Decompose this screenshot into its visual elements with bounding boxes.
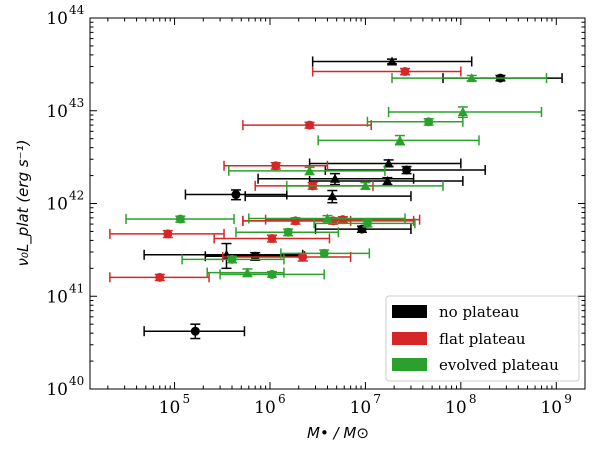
- circle-marker: [283, 227, 293, 237]
- data-point: [242, 120, 372, 131]
- data-point: [109, 272, 210, 283]
- y-tick-label-exponent: 44: [69, 3, 85, 17]
- series-evolved-plateau: [125, 73, 548, 280]
- x-tick-label: 10: [445, 398, 467, 418]
- y-tick-label: 10: [46, 195, 68, 215]
- x-tick-label-exponent: 7: [373, 392, 381, 406]
- circle-marker: [271, 161, 281, 171]
- data-point: [248, 213, 406, 224]
- x-tick-label: 10: [159, 398, 181, 418]
- data-point: [184, 189, 288, 201]
- data-point: [308, 175, 464, 186]
- data-point: [311, 56, 473, 67]
- x-tick-labels: 10 5 10 6 10 7 10 8 10 9: [159, 392, 572, 418]
- x-tick-label: 10: [350, 398, 372, 418]
- legend-frame: [385, 295, 580, 382]
- x-tick-label: 10: [254, 398, 276, 418]
- triangle-marker: [322, 213, 333, 223]
- y-axis-label: ν₀L_plat (erg s⁻¹): [14, 140, 33, 267]
- legend-swatch-flat-plateau: [392, 332, 427, 345]
- series-no-plateau: [143, 56, 563, 340]
- minor-ticks: [90, 18, 586, 389]
- circle-marker: [400, 66, 410, 76]
- circle-marker: [227, 254, 237, 264]
- data-point: [109, 228, 225, 239]
- circle-marker: [305, 120, 315, 130]
- data-point: [125, 214, 235, 225]
- y-tick-label-exponent: 40: [69, 374, 84, 388]
- triangle-marker: [394, 135, 405, 145]
- data-point: [235, 227, 340, 238]
- triangle-marker: [457, 106, 468, 116]
- x-tick-label-exponent: 6: [278, 392, 286, 406]
- circle-marker: [319, 248, 329, 258]
- y-tick-label: 10: [46, 9, 68, 29]
- data-point: [280, 248, 371, 259]
- triangle-marker: [466, 73, 477, 83]
- data-point: [219, 269, 325, 280]
- circle-marker: [338, 215, 348, 225]
- circle-marker: [231, 190, 241, 200]
- circle-marker: [267, 233, 277, 243]
- circle-marker: [402, 165, 412, 175]
- circle-marker: [175, 214, 185, 224]
- data-point: [366, 116, 464, 127]
- y-tick-label-exponent: 42: [69, 189, 84, 203]
- data-point: [223, 160, 329, 171]
- circle-marker: [298, 252, 308, 262]
- circle-marker: [424, 117, 434, 127]
- circle-marker: [362, 218, 372, 228]
- y-tick-label: 10: [46, 102, 68, 122]
- data-point: [314, 224, 412, 235]
- y-tick-label-exponent: 43: [69, 96, 84, 110]
- circle-marker: [190, 326, 200, 336]
- circle-marker: [267, 269, 277, 279]
- circle-marker: [155, 272, 165, 282]
- y-tick-label-exponent: 41: [69, 281, 84, 295]
- circle-marker: [163, 229, 173, 239]
- triangle-marker: [327, 191, 338, 201]
- triangle-marker: [304, 165, 315, 175]
- data-point: [391, 73, 548, 84]
- x-axis-label: M• / M⊙: [307, 424, 369, 442]
- x-tick-label-exponent: 8: [469, 392, 477, 406]
- data-point: [244, 189, 412, 204]
- triangle-marker: [360, 180, 371, 190]
- plot-frame: [89, 17, 586, 390]
- legend: no plateau flat plateau evolved plateau: [385, 295, 580, 382]
- data-point: [317, 134, 480, 146]
- x-tick-label: 10: [540, 398, 562, 418]
- data-point: [143, 323, 246, 340]
- data-point: [324, 164, 486, 175]
- triangle-marker: [382, 175, 393, 185]
- data-point: [228, 165, 386, 176]
- triangle-marker: [387, 56, 398, 66]
- legend-label-no-plateau: no plateau: [439, 303, 520, 321]
- data-point: [313, 218, 416, 229]
- circle-marker: [250, 251, 260, 261]
- legend-swatch-evolved-plateau: [392, 358, 427, 371]
- data-point: [181, 254, 285, 265]
- data-point: [311, 66, 462, 77]
- legend-swatch-no-plateau: [392, 305, 427, 318]
- data-point: [308, 158, 462, 169]
- x-tick-label-exponent: 5: [183, 392, 191, 406]
- triangle-marker: [383, 158, 394, 168]
- legend-label-flat-plateau: flat plateau: [439, 330, 526, 348]
- data-point: [213, 233, 331, 244]
- y-tick-label: 10: [46, 287, 68, 307]
- series-layer: [109, 56, 563, 340]
- y-tick-label: 10: [46, 380, 68, 400]
- legend-label-evolved-plateau: evolved plateau: [439, 356, 559, 374]
- data-point: [286, 180, 444, 191]
- x-tick-label-exponent: 9: [564, 392, 572, 406]
